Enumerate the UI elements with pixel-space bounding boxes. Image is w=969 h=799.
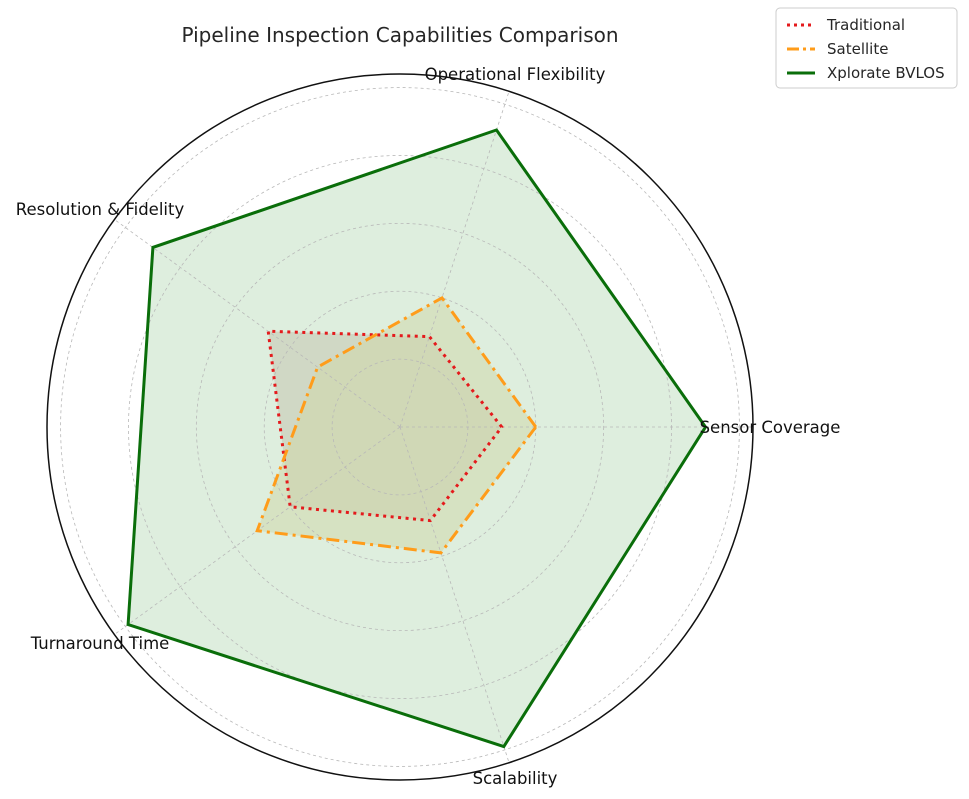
axis-label-resolution-fidelity: Resolution & Fidelity [16,200,185,219]
series-line-xplorate-bvlos [126,128,708,749]
chart-title: Pipeline Inspection Capabilities Compari… [181,23,618,47]
axis-label-sensor-coverage: Sensor Coverage [700,418,841,437]
axis-labels: Sensor Coverage Operational Flexibility Re… [16,65,841,788]
series-line-satellite [255,295,538,555]
series-lines [126,128,708,749]
legend-label-xplorate-bvlos: Xplorate BVLOS [827,64,945,82]
grid-ring [60,87,740,767]
legend-label-traditional: Traditional [826,16,905,34]
axis-label-turnaround-time: Turnaround Time [30,634,170,653]
outer-frame [46,73,754,781]
grid-ring [195,222,605,632]
series-fill-xplorate-bvlos [128,130,706,747]
grid-spoke [114,219,401,428]
axis-label-operational-flexibility: Operational Flexibility [425,65,606,84]
series-fills [128,130,706,747]
grid-spoke [399,426,510,763]
legend-frame [775,7,958,89]
axis-label-scalability: Scalability [473,769,558,788]
legend: Traditional Satellite Xplorate BVLOS [775,7,958,89]
legend-label-satellite: Satellite [827,40,888,58]
grid-spoke [399,91,510,428]
